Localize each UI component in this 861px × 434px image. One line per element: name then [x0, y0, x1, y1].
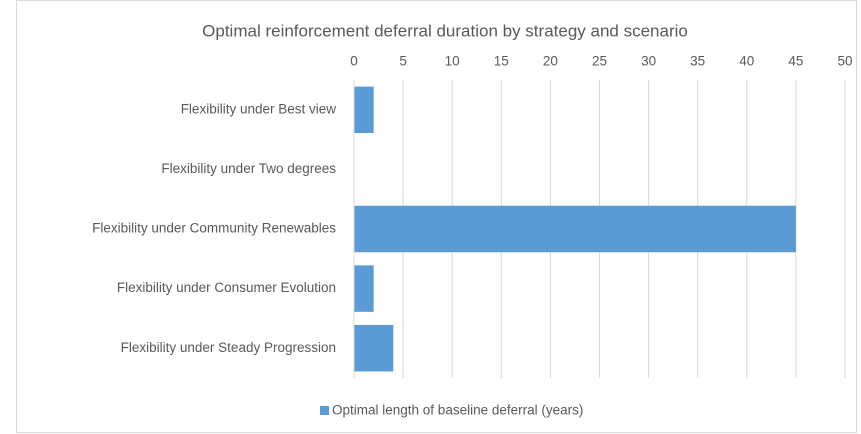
- x-tick-label: 20: [543, 54, 558, 69]
- x-tick-label: 30: [641, 54, 656, 69]
- bar: [354, 86, 374, 134]
- x-tick-label: 15: [494, 54, 509, 69]
- bar: [354, 324, 394, 372]
- y-tick-label: Flexibility under Consumer Evolution: [117, 280, 336, 295]
- bar: [354, 265, 374, 312]
- x-tick-label: 25: [592, 54, 607, 69]
- chart-title: Optimal reinforcement deferral duration …: [202, 21, 688, 40]
- x-tick-label: 45: [788, 54, 803, 69]
- y-tick-label: Flexibility under Best view: [181, 101, 337, 116]
- y-tick-label: Flexibility under Community Renewables: [92, 221, 336, 236]
- x-tick-label: 50: [837, 54, 852, 69]
- legend-label: Optimal length of baseline deferral (yea…: [332, 403, 583, 418]
- x-tick-label: 0: [350, 54, 358, 69]
- x-tick-label: 10: [445, 54, 460, 69]
- bar: [354, 205, 796, 253]
- x-tick-label: 35: [690, 54, 705, 69]
- x-tick-label: 40: [739, 54, 754, 69]
- y-tick-label: Flexibility under Steady Progression: [121, 340, 336, 355]
- y-tick-label: Flexibility under Two degrees: [161, 161, 336, 176]
- x-tick-label: 5: [399, 54, 407, 69]
- legend-swatch: [320, 406, 329, 415]
